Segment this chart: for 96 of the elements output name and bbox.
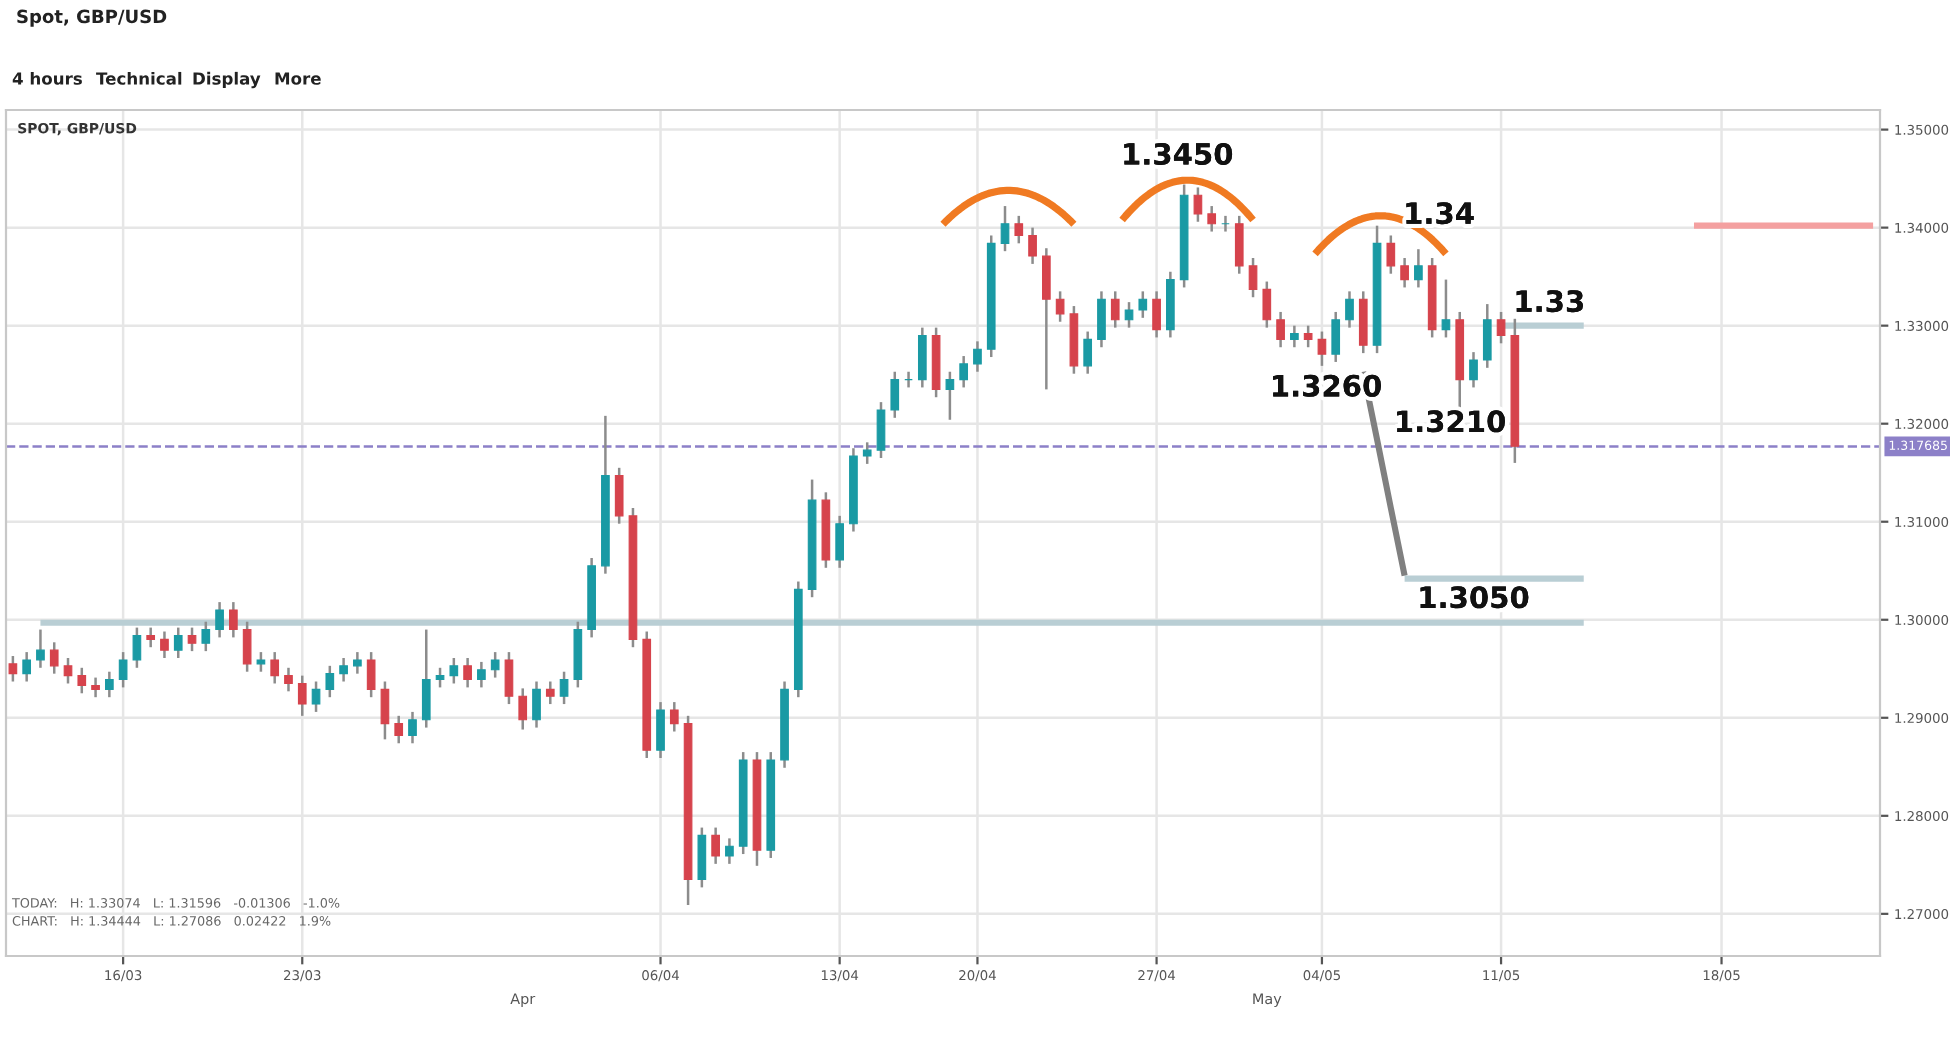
annotation: 1.3210 [1397, 410, 1505, 433]
candlestick [229, 600, 238, 639]
candlestick [201, 620, 211, 653]
candlestick [1152, 290, 1161, 339]
candlestick [339, 656, 348, 683]
candlestick [1055, 290, 1065, 323]
candlestick [532, 680, 541, 729]
candlestick [105, 670, 114, 699]
candlestick [1083, 330, 1093, 375]
candlestick [1469, 350, 1478, 389]
candlestick [1262, 280, 1272, 329]
candlestick [160, 630, 169, 660]
annotation: 1.3050 [1420, 586, 1529, 609]
candlestick [1441, 278, 1451, 339]
candlestick [1400, 256, 1409, 289]
annotation: 1.34 [1406, 202, 1474, 225]
candlestick [1193, 186, 1203, 223]
candlestick [1303, 324, 1313, 349]
candlestick [1138, 290, 1148, 320]
candlestick [545, 680, 555, 706]
candlestick [697, 826, 707, 889]
candlestick [890, 370, 900, 420]
candlestick [297, 674, 307, 718]
candlestick [559, 670, 569, 706]
candlestick [477, 660, 486, 689]
candlestick [366, 650, 376, 699]
candlestick [656, 700, 665, 760]
candlestick [1345, 290, 1354, 329]
candlestick [408, 710, 417, 745]
candlestick [187, 626, 197, 653]
candlestick [91, 676, 100, 699]
candlestick [1414, 247, 1423, 289]
candlestick [22, 650, 32, 683]
candlestick [1276, 310, 1285, 349]
candlestick [1496, 310, 1506, 345]
candlestick [1234, 214, 1244, 275]
candlestick [435, 666, 445, 689]
text: 4 hours [12, 71, 82, 85]
candlestick [284, 666, 293, 693]
candlestick [1028, 226, 1037, 266]
candlestick [1290, 324, 1299, 349]
candlestick [711, 826, 720, 866]
candlestick [973, 340, 982, 373]
candlestick [49, 641, 59, 675]
candlestick [256, 650, 266, 673]
candlestick [394, 714, 404, 745]
candlestick [614, 466, 624, 525]
candlestick [1042, 246, 1051, 391]
candlestick [1097, 290, 1106, 349]
candlestick [835, 514, 844, 570]
candlestick [1358, 290, 1368, 355]
candlestick [1110, 290, 1120, 329]
text: Display [193, 71, 261, 89]
candlestick [1000, 204, 1010, 253]
candlestick [1331, 310, 1341, 364]
annotation: 1.3450 [1124, 142, 1233, 165]
candlestick [146, 626, 156, 649]
candlestick [669, 700, 679, 733]
candlestick [490, 650, 500, 679]
candlestick [63, 656, 73, 685]
candlestick [118, 650, 128, 689]
candlestick [36, 628, 45, 670]
candlestick [270, 650, 280, 685]
candlestick [518, 687, 528, 731]
candlestick [862, 441, 872, 466]
candlestick [8, 654, 18, 683]
candlestick [1124, 300, 1134, 329]
candlestick [1386, 234, 1396, 275]
candlestick [917, 326, 927, 389]
candlestick [242, 620, 252, 673]
candlestick [504, 650, 514, 706]
candlestick [463, 656, 472, 689]
candlestick [449, 656, 459, 685]
candlestick [132, 626, 142, 670]
candlestick [1014, 214, 1024, 245]
candlestick [725, 837, 734, 866]
candlestick [959, 354, 969, 389]
text: Technical [96, 71, 182, 85]
candlestick [77, 666, 87, 695]
candlestick [421, 628, 431, 729]
annotation: 1.33 [1516, 290, 1583, 313]
candlestick [876, 400, 886, 460]
candlestick [1207, 204, 1217, 233]
candlestick [1248, 256, 1258, 299]
text: More [275, 72, 321, 85]
candlestick [1482, 302, 1492, 370]
text: Spot, GBP/USD [17, 9, 167, 27]
candlestick [353, 650, 362, 675]
candlestick [1317, 330, 1327, 368]
candlestick [215, 600, 224, 639]
candlestick [173, 626, 183, 660]
candlestick [311, 680, 321, 714]
candlestick [945, 370, 955, 422]
candlestick [325, 664, 335, 699]
annotation: 1.3260 [1273, 374, 1381, 397]
candlestick [380, 680, 390, 741]
